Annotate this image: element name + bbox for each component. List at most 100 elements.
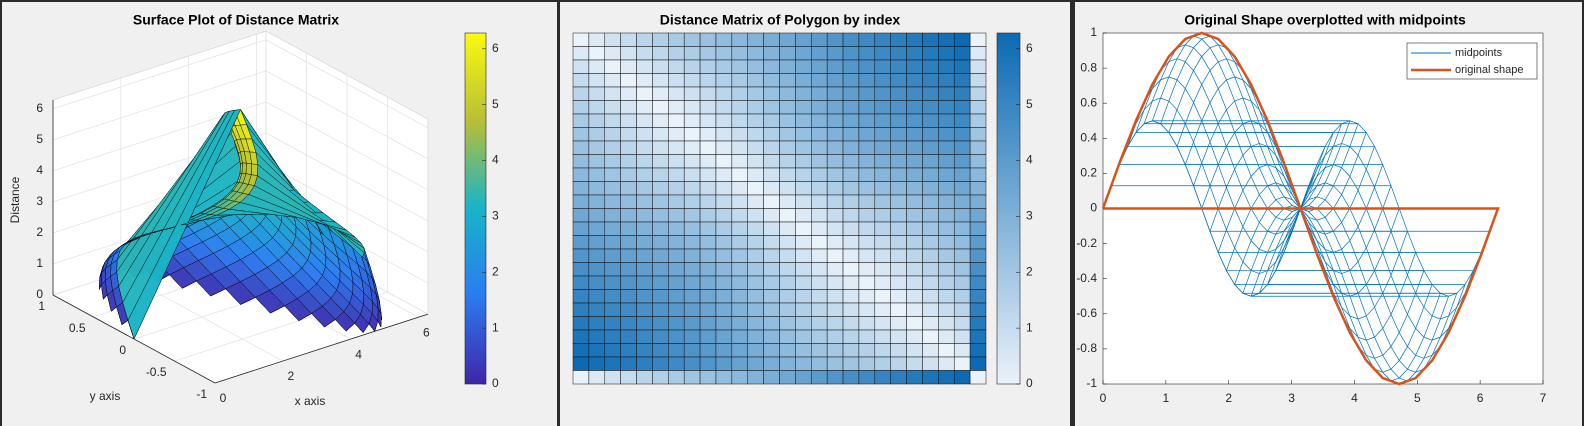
heatmap-cell [747, 181, 764, 196]
heatmap-cell [572, 86, 590, 101]
heatmap-cell [922, 370, 939, 385]
y-tick-label: -0.8 [1076, 341, 1097, 355]
y-tick-label: -0.2 [1076, 236, 1097, 250]
heatmap-cell [874, 302, 891, 317]
heatmap-cell [763, 221, 780, 236]
heatmap-cell [922, 221, 939, 236]
heatmap-cell [779, 275, 796, 290]
heatmap-cell [715, 154, 733, 169]
heatmap-cell [906, 262, 923, 277]
midpoint-line [1258, 205, 1458, 382]
heatmap-cell [636, 356, 653, 371]
heatmap-cell [572, 370, 590, 385]
heatmap-cell [969, 73, 987, 88]
heatmap-cell [858, 248, 876, 263]
heatmap-cell [826, 32, 844, 47]
heatmap-cell [572, 343, 590, 358]
heatmap-cell [969, 194, 987, 209]
heatmap-cell [572, 100, 590, 115]
heatmap-cell [763, 343, 780, 358]
heatmap-cell [731, 329, 748, 344]
heatmap-cell [763, 86, 780, 101]
grid-line [265, 132, 429, 222]
heatmap-cell [572, 154, 590, 169]
heatmap-cell [890, 59, 907, 74]
heatmap-cell [588, 167, 606, 182]
heatmap-cell [842, 32, 860, 47]
heatmap-cell [842, 262, 860, 277]
heatmap-cell [604, 113, 621, 128]
heatmap-cell [636, 113, 653, 128]
heatmap-cell [699, 140, 717, 155]
heatmap-cell [906, 343, 923, 358]
heatmap-cell [652, 46, 669, 61]
heatmap-cell [890, 329, 907, 344]
midpoint-line [1300, 120, 1499, 297]
heatmap-cell [826, 343, 844, 358]
heatmap-cell [668, 289, 685, 304]
heatmap-cell [953, 154, 971, 169]
heatmap-cell [826, 235, 844, 250]
y-tick-label: 0.2 [1080, 166, 1097, 180]
heatmap-cell [747, 100, 764, 115]
heatmap-cell [604, 302, 621, 317]
heatmap-cell [953, 86, 971, 101]
heatmap-cell [652, 235, 669, 250]
heatmap-cell [604, 289, 621, 304]
heatmap-cell [858, 59, 876, 74]
heatmap-cell [620, 329, 637, 344]
heatmap-cell [636, 59, 653, 74]
heatmap-cell [731, 100, 748, 115]
chart-title: Original Shape overplotted with midpoint… [1184, 12, 1466, 28]
heatmap-cell [604, 248, 621, 263]
heatmap-cell [874, 343, 891, 358]
heatmap-cell [811, 370, 828, 385]
heatmap-cell [636, 221, 653, 236]
heatmap-cell [652, 73, 669, 88]
heatmap-cell [890, 113, 907, 128]
heatmap-cell [699, 262, 717, 277]
heatmap-cell [953, 167, 971, 182]
heatmap-cell [668, 154, 685, 169]
heatmap-cell [842, 46, 860, 61]
heatmap-cell [763, 167, 780, 182]
heatmap-cell [604, 370, 621, 385]
heatmap-cell [938, 59, 955, 74]
heatmap-cell [938, 73, 955, 88]
heatmap-cell [668, 181, 685, 196]
heatmap-cell [668, 194, 685, 209]
heatmap-cell [811, 113, 828, 128]
heatmap-cell [699, 235, 717, 250]
heatmap-cell [731, 32, 748, 47]
heatmap-cell [811, 59, 828, 74]
heatmap-cell [604, 329, 621, 344]
heatmap-cell [588, 289, 606, 304]
heatmap-cell [572, 235, 590, 250]
heatmap-cell [890, 46, 907, 61]
heatmap-cell [683, 248, 701, 263]
heatmap-cell [922, 194, 939, 209]
heatmap-cell [906, 289, 923, 304]
heatmap-cell [763, 73, 780, 88]
heatmap-cell [953, 289, 971, 304]
heatmap-cell [779, 356, 796, 371]
heatmap-cell [652, 356, 669, 371]
heatmap-cell [668, 46, 685, 61]
heatmap-cell [715, 59, 733, 74]
heatmap-cell [731, 127, 748, 142]
heatmap-cell [763, 262, 780, 277]
heatmap-cell [795, 221, 812, 236]
heatmap-cell [636, 181, 653, 196]
legend-box [1406, 42, 1538, 80]
y-tick-label: 0.8 [1080, 60, 1097, 74]
heatmap-cell [969, 316, 987, 331]
heatmap-cell [811, 140, 828, 155]
heatmap-cell [795, 275, 812, 290]
heatmap-cell [636, 289, 653, 304]
heatmap-cell [969, 154, 987, 169]
colorbar-tick-label: 3 [492, 209, 499, 223]
heatmap-cell [572, 262, 590, 277]
heatmap-cell [874, 181, 891, 196]
heatmap-cell [699, 32, 717, 47]
y-tick-label: 0 [1090, 201, 1097, 215]
